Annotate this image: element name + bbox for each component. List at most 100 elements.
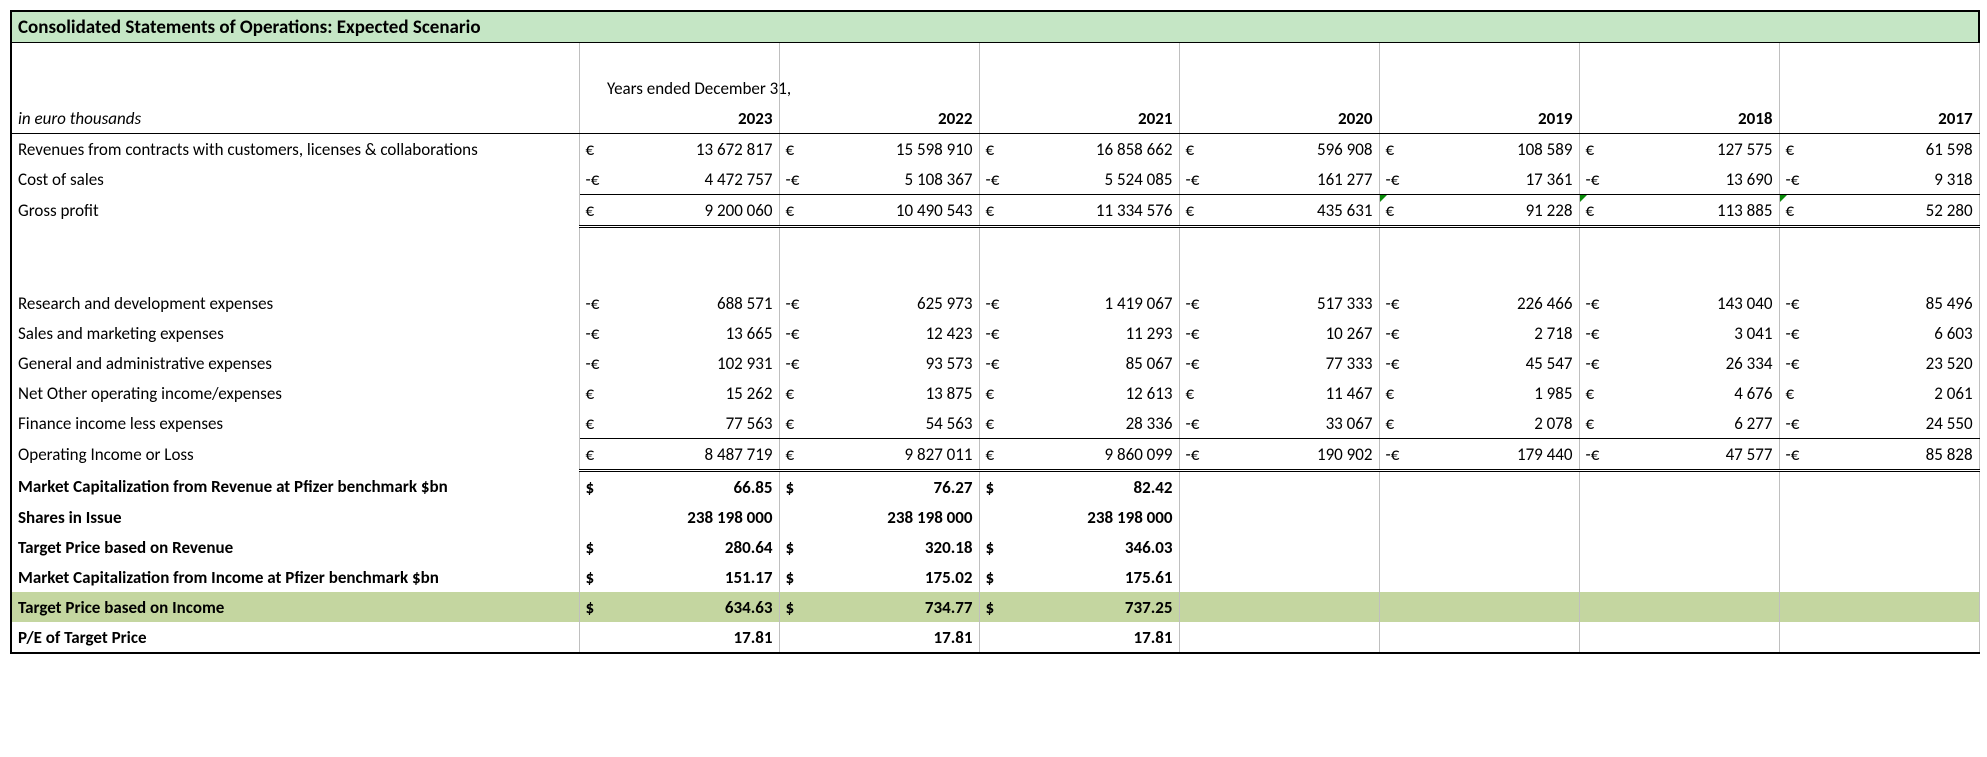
ga-val-2: 85 067 [1001,348,1179,378]
rnd-val-2: 1 419 067 [1001,288,1179,318]
mcaprev-cur-0: $ [579,471,601,503]
mcapinc-val-6 [1801,562,1979,592]
shares-val-3 [1201,502,1379,532]
cos-cur-5: -€ [1579,164,1601,195]
mcaprev-cur-5 [1579,471,1601,503]
rnd-label: Research and development expenses [11,288,579,318]
opinc-cur-2: € [979,439,1001,471]
fin-val-6: 24 550 [1801,408,1979,439]
revenue-cur-5: € [1579,134,1601,165]
sm-val-5: 3 041 [1601,318,1779,348]
opinc-val-0: 8 487 719 [601,439,779,471]
revenue-label: Revenues from contracts with customers, … [11,134,579,165]
cos-val-1: 5 108 367 [801,164,979,195]
shares-val-6 [1801,502,1979,532]
revenue-cur-1: € [779,134,801,165]
gp-val-1: 10 490 543 [801,195,979,227]
pe-val-1: 17.81 [801,622,979,653]
mcapinc-cur-5 [1579,562,1601,592]
tpinc-val-1: 734.77 [801,592,979,622]
shares-val-2: 238 198 000 [1001,502,1179,532]
pe-cur-3 [1179,622,1201,653]
pe-cur-5 [1579,622,1601,653]
cos-val-5: 13 690 [1601,164,1779,195]
tprev-label: Target Price based on Revenue [11,532,579,562]
otherop-val-5: 4 676 [1601,378,1779,408]
fin-cur-4: € [1379,408,1401,439]
pe-cur-6 [1779,622,1801,653]
tpinc-label: Target Price based on Income [11,592,579,622]
sm-cur-6: -€ [1779,318,1801,348]
mcaprev-cur-4 [1379,471,1401,503]
mcapinc-val-0: 151.17 [601,562,779,592]
sm-cur-5: -€ [1579,318,1601,348]
otherop-val-4: 1 985 [1401,378,1579,408]
otherop-val-2: 12 613 [1001,378,1179,408]
pe-val-2: 17.81 [1001,622,1179,653]
shares-cur-4 [1379,502,1401,532]
tprev-cur-4 [1379,532,1401,562]
tpinc-val-3 [1201,592,1379,622]
tprev-cur-0: $ [579,532,601,562]
tprev-cur-6 [1779,532,1801,562]
opinc-label: Operating Income or Loss [11,439,579,471]
ga-val-0: 102 931 [601,348,779,378]
mcapinc-cur-6 [1779,562,1801,592]
ga-label: General and administrative expenses [11,348,579,378]
otherop-cur-6: € [1779,378,1801,408]
statements-table: Consolidated Statements of Operations: E… [10,10,1980,654]
unit-line: in euro thousands [11,103,579,134]
ga-cur-2: -€ [979,348,1001,378]
mcapinc-label: Market Capitalization from Income at Pfi… [11,562,579,592]
year-5: 2018 [1601,103,1779,134]
mcaprev-val-1: 76.27 [801,471,979,503]
shares-cur-6 [1779,502,1801,532]
rnd-val-0: 688 571 [601,288,779,318]
mcapinc-cur-2: $ [979,562,1001,592]
gp-val-5: 113 885 [1601,195,1779,227]
shares-cur-3 [1179,502,1201,532]
gp-cur-5: € [1579,195,1601,227]
tpinc-val-6 [1801,592,1979,622]
opinc-val-6: 85 828 [1801,439,1979,471]
sm-val-1: 12 423 [801,318,979,348]
opinc-cur-0: € [579,439,601,471]
pe-cur-4 [1379,622,1401,653]
cos-val-6: 9 318 [1801,164,1979,195]
tpinc-cur-5 [1579,592,1601,622]
gp-cur-0: € [579,195,601,227]
tpinc-cur-0: $ [579,592,601,622]
gp-cur-3: € [1179,195,1201,227]
shares-cur-1 [779,502,801,532]
fin-val-1: 54 563 [801,408,979,439]
tpinc-cur-1: $ [779,592,801,622]
period-line: Years ended December 31, [601,73,779,103]
tprev-cur-3 [1179,532,1201,562]
sm-val-3: 10 267 [1201,318,1379,348]
rnd-cur-3: -€ [1179,288,1201,318]
sm-cur-1: -€ [779,318,801,348]
mcaprev-cur-6 [1779,471,1801,503]
fin-val-3: 33 067 [1201,408,1379,439]
gp-cur-4: € [1379,195,1401,227]
otherop-cur-1: € [779,378,801,408]
tprev-val-6 [1801,532,1979,562]
mcaprev-val-5 [1601,471,1779,503]
mcapinc-cur-0: $ [579,562,601,592]
tpinc-val-2: 737.25 [1001,592,1179,622]
year-3: 2020 [1201,103,1379,134]
sm-val-0: 13 665 [601,318,779,348]
mcapinc-cur-1: $ [779,562,801,592]
mcaprev-val-0: 66.85 [601,471,779,503]
pe-val-4 [1401,622,1579,653]
tprev-val-2: 346.03 [1001,532,1179,562]
year-4: 2019 [1401,103,1579,134]
rnd-val-5: 143 040 [1601,288,1779,318]
cos-cur-6: -€ [1779,164,1801,195]
fin-val-0: 77 563 [601,408,779,439]
sm-cur-2: -€ [979,318,1001,348]
tpinc-val-0: 634.63 [601,592,779,622]
otherop-val-1: 13 875 [801,378,979,408]
gp-val-4: 91 228 [1401,195,1579,227]
opinc-cur-6: -€ [1779,439,1801,471]
